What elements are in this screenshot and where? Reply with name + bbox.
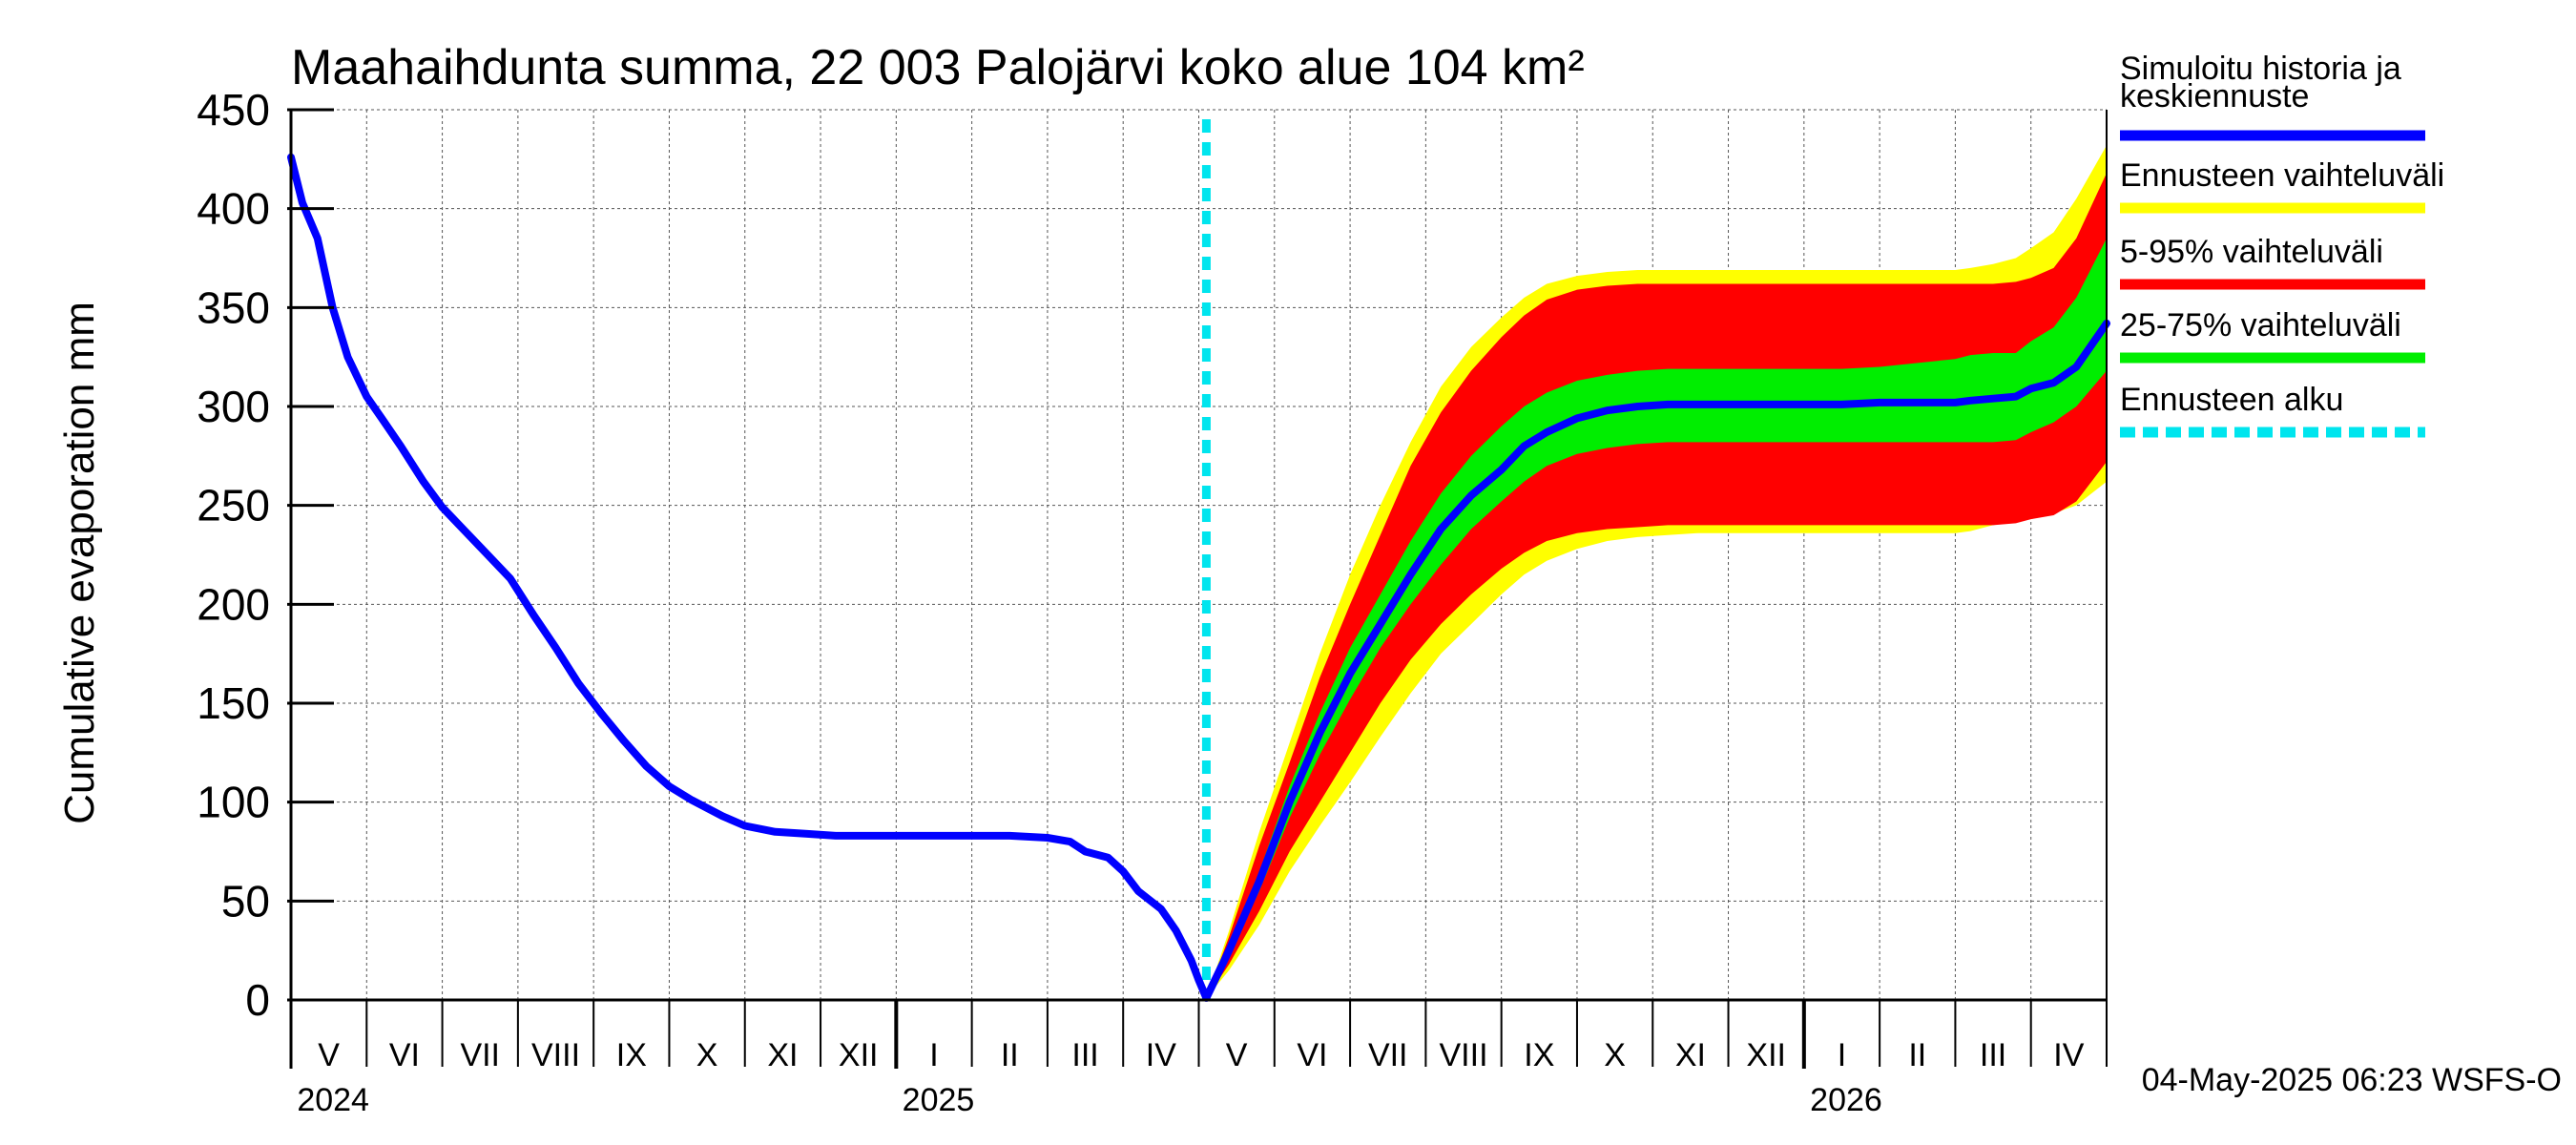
y-tick-label: 100: [197, 778, 270, 827]
month-label: IV: [2053, 1037, 2084, 1073]
month-label: VI: [389, 1037, 420, 1073]
gridlines: [291, 109, 2107, 1000]
month-label: VI: [1297, 1037, 1327, 1073]
y-tick-label: 450: [197, 85, 270, 135]
forecast-bands: [1206, 145, 2107, 998]
chart-title: Maahaihdunta summa, 22 003 Palojärvi kok…: [291, 40, 1585, 95]
legend-label: keskiennuste: [2120, 78, 2309, 114]
y-axis-label: Cumulative evaporation mm: [56, 302, 103, 824]
y-tick-label: 150: [197, 678, 270, 728]
month-label: IV: [1146, 1037, 1176, 1073]
month-label: II: [1001, 1037, 1019, 1073]
month-label: V: [1226, 1037, 1248, 1073]
legend-label: 25-75% vaihteluväli: [2120, 307, 2401, 344]
month-label: III: [1071, 1037, 1098, 1073]
month-label: VII: [460, 1037, 500, 1073]
y-tick-label: 50: [221, 876, 270, 926]
year-label: 2025: [903, 1082, 975, 1118]
month-label: VIII: [531, 1037, 580, 1073]
y-tick-label: 400: [197, 184, 270, 234]
month-label: XII: [839, 1037, 879, 1073]
y-tick-label: 300: [197, 382, 270, 431]
month-label: XI: [767, 1037, 798, 1073]
band-5-95-vaihteluv-li: [1206, 173, 2107, 998]
month-label: VIII: [1440, 1037, 1488, 1073]
band-ennusteen-vaihteluv-li: [1206, 145, 2107, 998]
legend-label: Ennusteen alku: [2120, 382, 2343, 418]
month-label: IX: [1524, 1037, 1554, 1073]
y-tick-label: 0: [245, 975, 270, 1025]
month-label: X: [1604, 1037, 1626, 1073]
legend-label: 5-95% vaihteluväli: [2120, 234, 2383, 270]
year-label: 2024: [297, 1082, 369, 1118]
month-label: I: [929, 1037, 938, 1073]
series-line-history-and-mean: [287, 153, 2110, 1002]
month-label: I: [1838, 1037, 1846, 1073]
y-tick-label: 250: [197, 481, 270, 531]
month-label: XI: [1675, 1037, 1706, 1073]
month-label: X: [696, 1037, 718, 1073]
legend-label: Ennusteen vaihteluväli: [2120, 157, 2444, 194]
month-label: VII: [1368, 1037, 1408, 1073]
y-tick-label: 350: [197, 282, 270, 332]
series-lines: [287, 119, 2110, 1002]
y-tick-label: 200: [197, 579, 270, 629]
month-label: II: [1908, 1037, 1926, 1073]
month-label: V: [318, 1037, 340, 1073]
month-label: XII: [1746, 1037, 1786, 1073]
year-label: 2026: [1810, 1082, 1882, 1118]
timestamp-footer: 04-May-2025 06:23 WSFS-O: [2142, 1062, 2562, 1098]
legend-label: Simuloitu historia ja: [2120, 51, 2401, 87]
band-25-75-vaihteluv-li: [1206, 238, 2107, 998]
month-label: IX: [616, 1037, 647, 1073]
month-label: III: [1980, 1037, 2006, 1073]
